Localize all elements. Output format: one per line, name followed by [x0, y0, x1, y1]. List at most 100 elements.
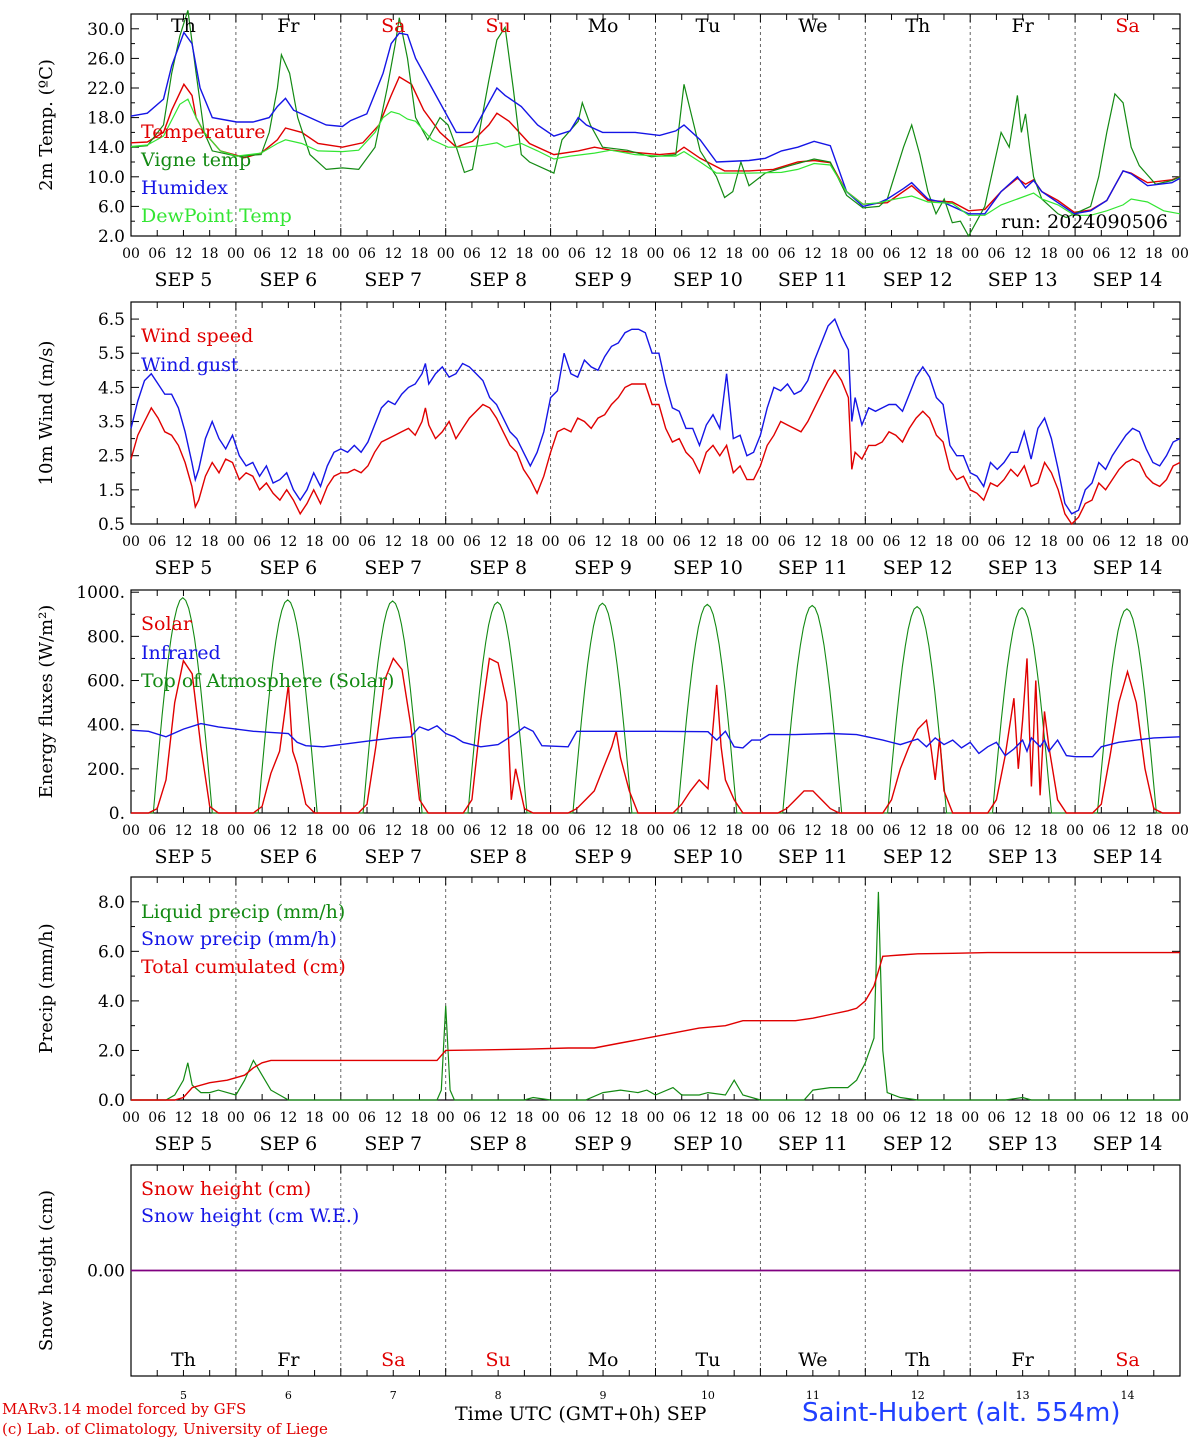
day-number-label: 10	[701, 1389, 715, 1402]
hour-tick-label: 18	[201, 246, 219, 262]
legend-entry: Solar	[141, 613, 193, 635]
hour-tick-label: 06	[568, 534, 586, 550]
day-number-label: 8	[495, 1389, 502, 1402]
date-label: SEP 11	[778, 1133, 848, 1155]
weekday-label: We	[798, 1349, 827, 1371]
hour-tick-label: 12	[1014, 1110, 1032, 1126]
hour-tick-label: 00	[122, 823, 140, 839]
date-label: SEP 7	[364, 269, 422, 291]
hour-tick-label: 18	[725, 534, 743, 550]
hour-tick-label: 00	[122, 534, 140, 550]
hour-tick-label: 18	[1040, 823, 1058, 839]
hour-tick-label: 12	[489, 823, 507, 839]
hour-tick-label: 12	[594, 1110, 612, 1126]
weekday-label: Th	[171, 1349, 196, 1371]
y-axis-label: Energy fluxes (W/m²)	[36, 605, 57, 799]
hour-tick-label: 12	[594, 534, 612, 550]
date-label: SEP 12	[883, 1133, 953, 1155]
hour-tick-label: 00	[437, 246, 455, 262]
y-tick-label: 30.0	[87, 20, 125, 40]
hour-tick-label: 00	[751, 823, 769, 839]
hour-tick-label: 12	[489, 534, 507, 550]
date-label: SEP 11	[778, 557, 848, 579]
date-label: SEP 12	[883, 846, 953, 868]
hour-tick-label: 06	[358, 246, 376, 262]
day-number-label: 12	[911, 1389, 925, 1402]
date-label: SEP 14	[1093, 846, 1163, 868]
hour-tick-label: 18	[830, 823, 848, 839]
hour-tick-label: 00	[647, 1110, 665, 1126]
date-label: SEP 8	[469, 269, 527, 291]
date-label: SEP 9	[574, 557, 632, 579]
legend-entry: Wind speed	[141, 325, 253, 347]
weekday-label: Su	[486, 1349, 511, 1371]
hour-tick-label: 12	[384, 534, 402, 550]
legend-entry: Total cumulated (cm)	[141, 956, 346, 978]
hour-tick-label: 06	[568, 823, 586, 839]
y-tick-label: 0.5	[98, 515, 125, 535]
hour-tick-label: 18	[1145, 823, 1163, 839]
hour-tick-label: 00	[1171, 823, 1189, 839]
legend-entry: Snow height (cm)	[141, 1178, 311, 1200]
hour-tick-label: 18	[411, 1110, 429, 1126]
date-label: SEP 10	[673, 1133, 743, 1155]
hour-tick-label: 00	[751, 534, 769, 550]
hour-tick-label: 06	[148, 1110, 166, 1126]
hour-tick-label: 18	[935, 1110, 953, 1126]
hour-tick-label: 12	[1119, 246, 1137, 262]
hour-tick-label: 18	[1145, 1110, 1163, 1126]
hour-tick-label: 12	[1119, 1110, 1137, 1126]
hour-tick-label: 18	[725, 823, 743, 839]
y-tick-label: 6.0	[98, 942, 125, 962]
y-tick-label: 4.0	[98, 992, 125, 1012]
hour-tick-label: 12	[804, 823, 822, 839]
legend-entry: Snow height (cm W.E.)	[141, 1205, 359, 1227]
date-label: SEP 9	[574, 269, 632, 291]
y-tick-label: 3.5	[98, 413, 125, 433]
hour-tick-label: 18	[306, 1110, 324, 1126]
hour-tick-label: 06	[568, 246, 586, 262]
hour-tick-label: 00	[856, 246, 874, 262]
hour-tick-label: 12	[279, 246, 297, 262]
series-infrared	[130, 722, 1181, 758]
hour-tick-label: 00	[961, 534, 979, 550]
hour-tick-label: 12	[804, 534, 822, 550]
weekday-label: Mo	[588, 15, 619, 37]
legend-entry: Liquid precip (mm/h)	[141, 901, 345, 923]
weekday-label: Tu	[695, 15, 720, 37]
hour-tick-label: 12	[699, 246, 717, 262]
y-tick-label: 6.0	[98, 197, 125, 217]
hour-tick-label: 18	[620, 246, 638, 262]
legend-entry: Vigne temp	[140, 149, 251, 171]
y-tick-label: 14.0	[87, 138, 125, 158]
weekday-label: Sa	[1115, 1349, 1139, 1371]
weekday-label: Th	[905, 15, 930, 37]
hour-tick-label: 12	[1014, 534, 1032, 550]
date-label: SEP 6	[259, 846, 317, 868]
weekday-label: Sa	[1115, 15, 1139, 37]
hour-tick-label: 00	[961, 1110, 979, 1126]
hour-tick-label: 18	[515, 246, 533, 262]
hour-tick-label: 00	[856, 534, 874, 550]
hour-tick-label: 06	[673, 534, 691, 550]
y-tick-label: 18.0	[87, 109, 125, 129]
date-label: SEP 13	[988, 1133, 1058, 1155]
series-liquid-precip-mm-h	[131, 891, 1180, 1101]
hour-tick-label: 06	[463, 823, 481, 839]
hour-tick-label: 00	[961, 246, 979, 262]
panel-1: 2.0 6.0 10.0 14.0 18.0 22.0 26.0 30.0 2m Temp. (…	[36, 10, 1189, 291]
y-tick-label: 5.5	[98, 344, 125, 364]
hour-tick-label: 06	[253, 823, 271, 839]
hour-tick-label: 12	[909, 534, 927, 550]
hour-tick-label: 12	[489, 246, 507, 262]
y-tick-label: 200.	[87, 760, 125, 780]
panel-2: 0.5 1.5 2.5 3.5 4.5 5.5 6.5 10m Wind (m/s) Wind …	[36, 301, 1189, 579]
date-label: SEP 12	[883, 557, 953, 579]
y-tick-label: 1.5	[98, 481, 125, 501]
weekday-label: Th	[905, 1349, 930, 1371]
series-total-cumulated-cm	[131, 951, 1180, 1101]
hour-tick-label: 06	[358, 1110, 376, 1126]
legend-entry: DewPoint Temp	[141, 205, 292, 227]
date-label: SEP 7	[364, 846, 422, 868]
